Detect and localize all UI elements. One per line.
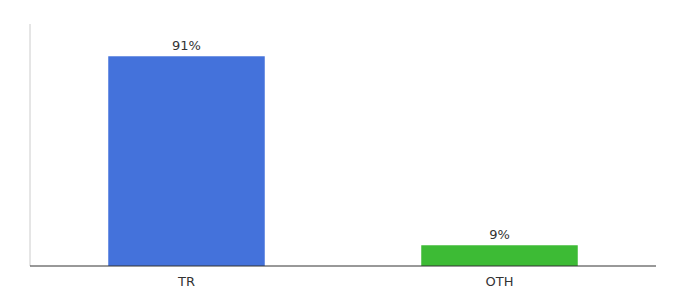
y-axis-line bbox=[30, 24, 31, 266]
x-tick-label: OTH bbox=[486, 274, 514, 289]
chart-container: 91% 9% TR OTH bbox=[0, 0, 680, 300]
data-label: 91% bbox=[172, 38, 201, 53]
bar bbox=[108, 56, 265, 266]
data-label: 9% bbox=[489, 227, 510, 242]
x-axis-line bbox=[30, 266, 656, 267]
x-tick-label: TR bbox=[177, 274, 195, 289]
bars bbox=[108, 56, 578, 266]
chart-svg: 91% 9% TR OTH bbox=[0, 0, 680, 300]
bar bbox=[421, 245, 578, 266]
